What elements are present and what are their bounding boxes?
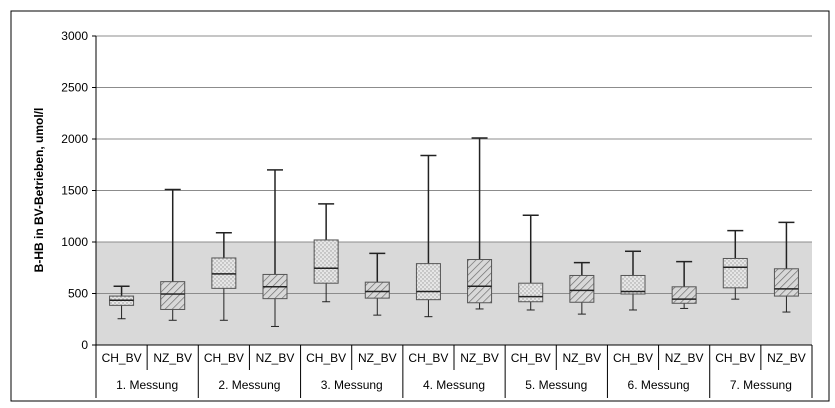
box-nz_bv-m7: [773, 221, 799, 313]
x-group-label: 7. Messung: [730, 378, 792, 392]
box-nz_bv-m4: [467, 137, 493, 310]
x-group-label: 1. Messung: [116, 378, 178, 392]
x-category-label: NZ_BV: [256, 351, 295, 365]
x-category-label: NZ_BV: [358, 351, 397, 365]
box-nz_bv-m2: [262, 169, 288, 327]
x-category-label: NZ_BV: [665, 351, 704, 365]
chart-border: [10, 10, 830, 402]
box-nz_bv-m1: [160, 188, 186, 321]
y-tick-label: 1500: [61, 184, 88, 198]
x-category-label: NZ_BV: [767, 351, 806, 365]
box-iqr: [773, 268, 799, 297]
box-iqr: [518, 282, 544, 303]
box-iqr: [467, 259, 493, 304]
y-tick-label: 3000: [61, 29, 88, 43]
x-category-label: CH_BV: [715, 351, 755, 365]
y-tick-label: 2000: [61, 132, 88, 146]
box-nz_bv-m3: [364, 252, 390, 316]
y-tick-label: 2500: [61, 81, 88, 95]
x-category-label: NZ_BV: [153, 351, 192, 365]
box-nz_bv-m6: [671, 260, 697, 309]
box-ch_bv-m7: [722, 229, 748, 300]
y-axis-title: B-HB in BV-Betrieben, umol/l: [32, 108, 46, 273]
x-group-label: 4. Messung: [423, 378, 485, 392]
box-iqr: [620, 274, 646, 295]
box-iqr: [364, 281, 390, 299]
y-tick-label: 0: [81, 338, 88, 352]
x-category-label: CH_BV: [511, 351, 551, 365]
box-iqr: [313, 239, 339, 284]
x-category-label: CH_BV: [613, 351, 653, 365]
x-group-label: 3. Messung: [321, 378, 383, 392]
x-group-label: 5. Messung: [525, 378, 587, 392]
box-nz_bv-m5: [569, 261, 595, 315]
box-ch_bv-m6: [620, 250, 646, 311]
x-category-label: CH_BV: [408, 351, 448, 365]
box-ch_bv-m2: [211, 231, 237, 321]
y-tick-label: 500: [68, 287, 88, 301]
box-ch_bv-m4: [415, 154, 441, 318]
box-iqr: [211, 257, 237, 289]
box-ch_bv-m5: [518, 214, 544, 311]
box-iqr: [160, 281, 186, 310]
box-iqr: [671, 286, 697, 304]
x-category-label: CH_BV: [306, 351, 346, 365]
x-category-label: NZ_BV: [563, 351, 602, 365]
x-group-label: 2. Messung: [218, 378, 280, 392]
box-ch_bv-m3: [313, 203, 339, 303]
x-category-label: NZ_BV: [460, 351, 499, 365]
x-group-label: 6. Messung: [628, 378, 690, 392]
x-category-label: CH_BV: [204, 351, 244, 365]
box-iqr: [722, 257, 748, 289]
x-category-label: CH_BV: [102, 351, 142, 365]
y-tick-label: 1000: [61, 235, 88, 249]
box-iqr: [415, 263, 441, 301]
box-iqr: [569, 274, 595, 303]
box-ch_bv-m1: [109, 285, 135, 320]
